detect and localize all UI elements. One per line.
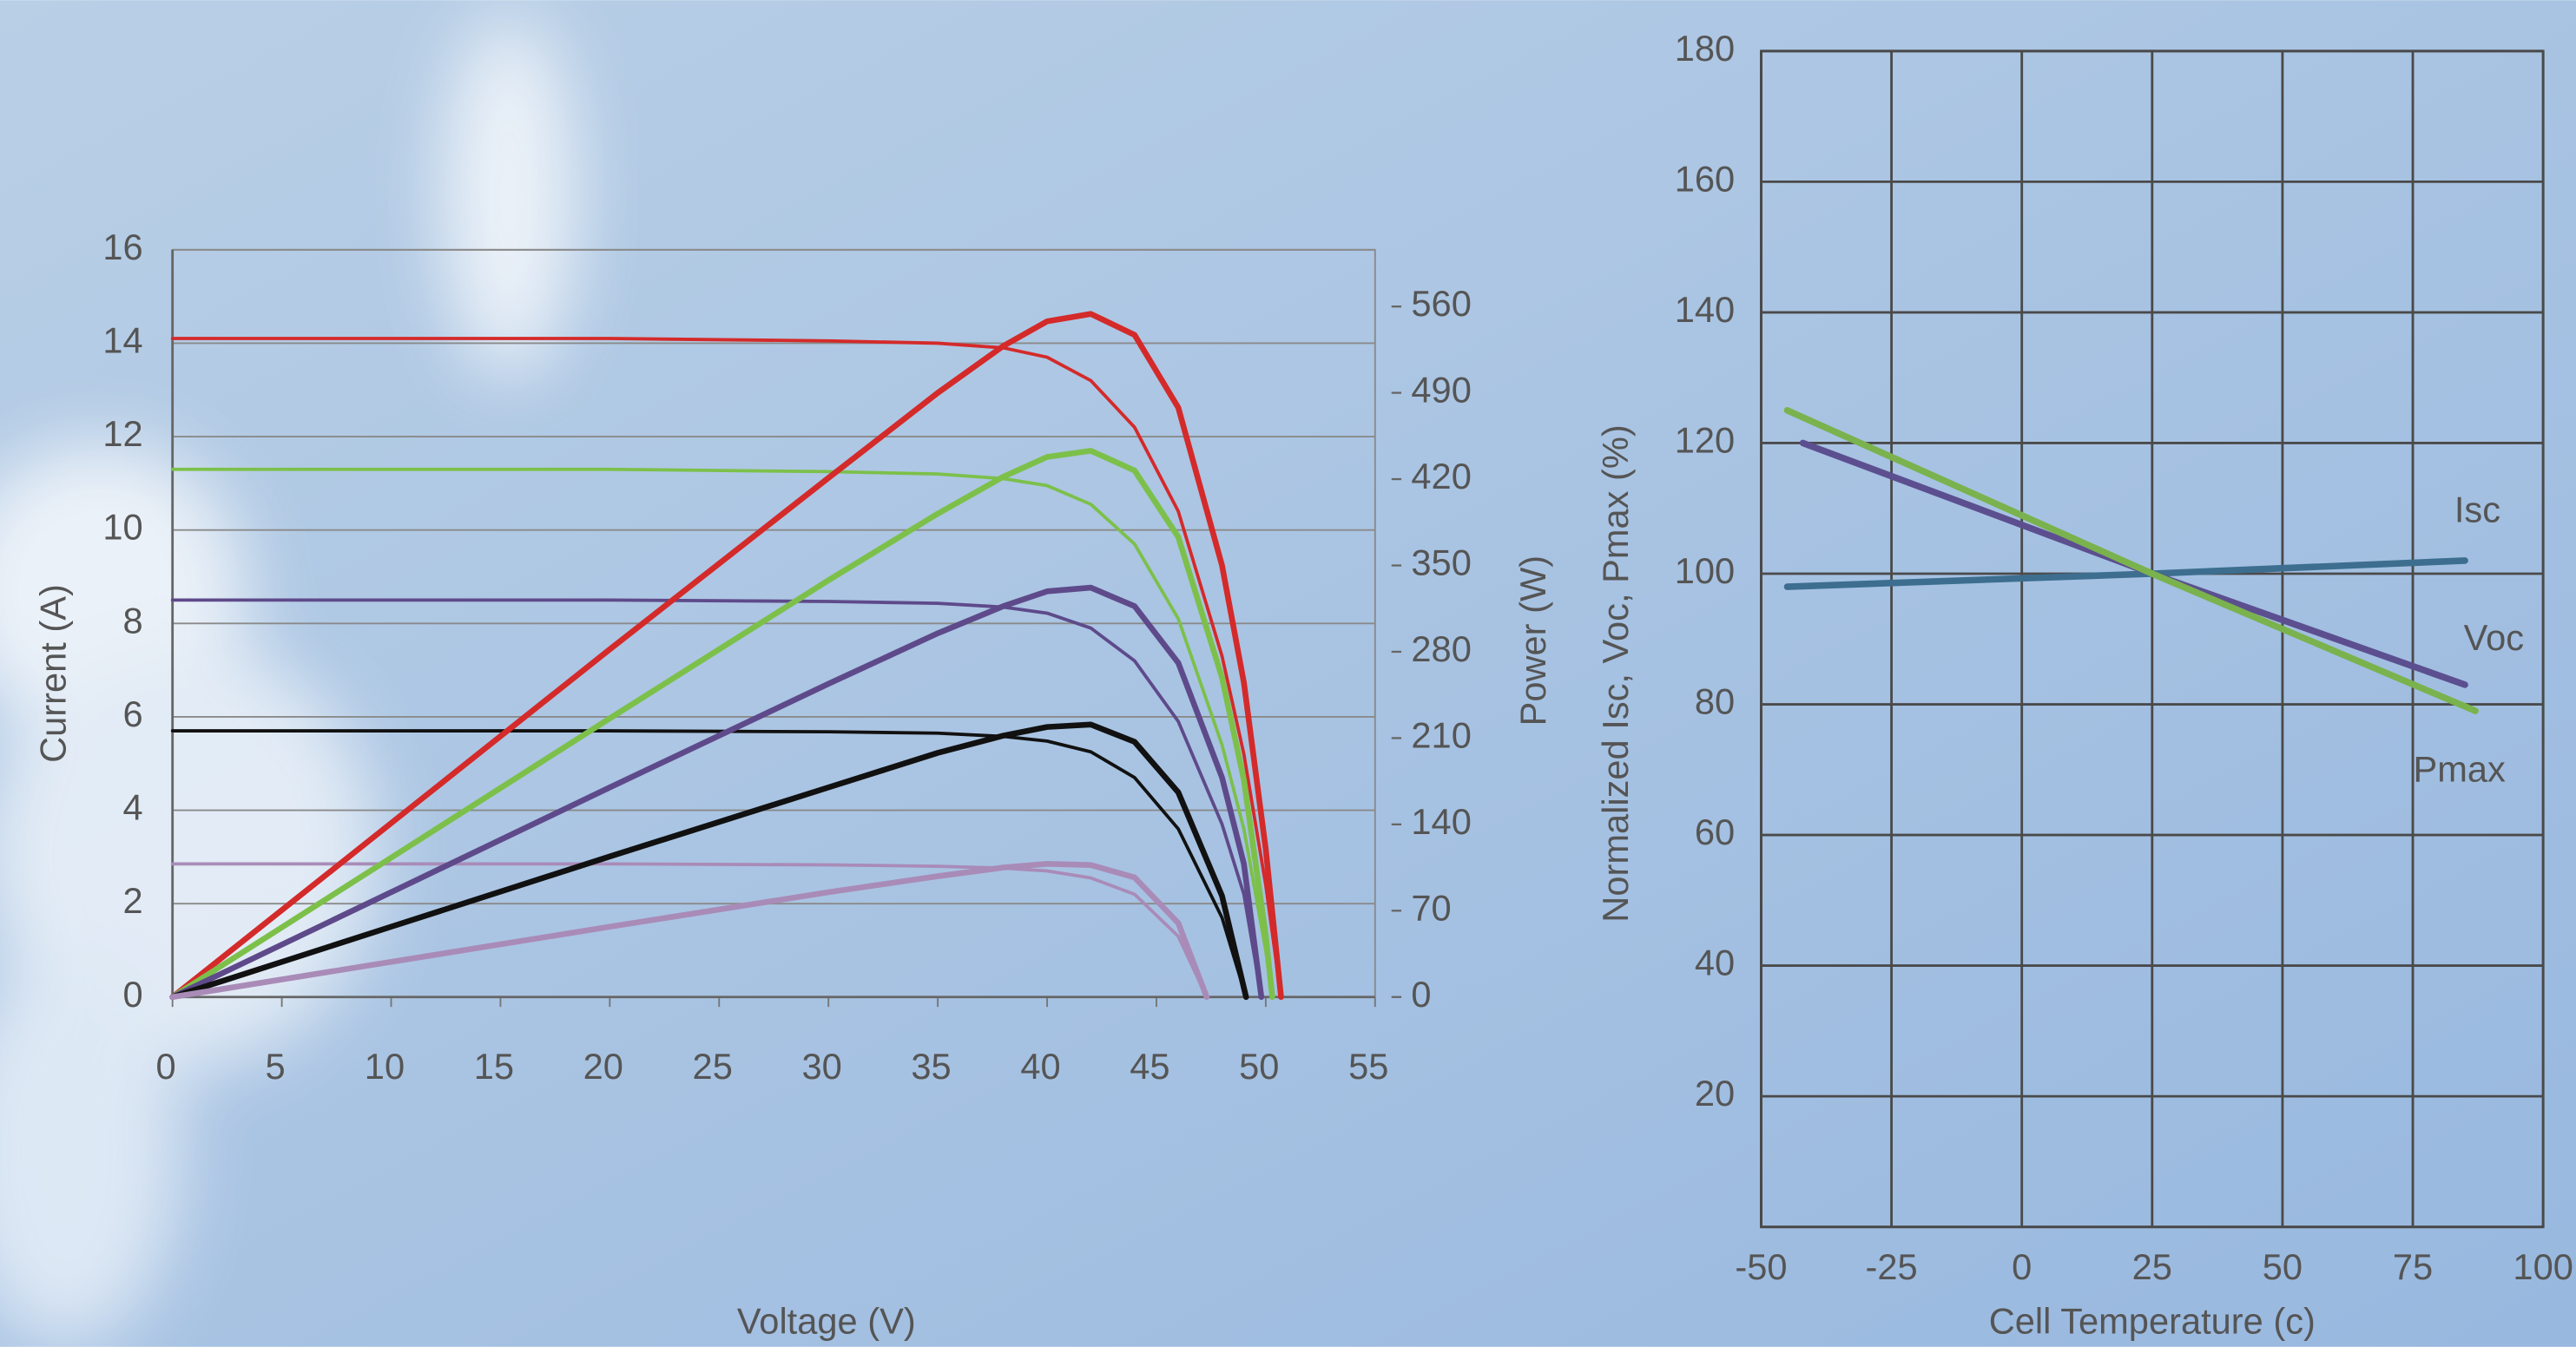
series-line: [169, 721, 1249, 1001]
y-tick-label: 160: [1675, 158, 1735, 199]
x-tick-label: 5: [265, 1046, 285, 1087]
series-label: Isc: [2454, 490, 2500, 530]
series-line: [1783, 407, 2479, 714]
y-tick-label: 12: [102, 413, 142, 454]
y2-tick-label: 560: [1411, 283, 1471, 324]
series-line: [170, 729, 1248, 999]
y-tick-label: 180: [1675, 28, 1735, 69]
x-tick-label: 40: [1020, 1046, 1060, 1087]
y-tick-label: 120: [1675, 419, 1735, 460]
series-line: [169, 448, 1275, 1001]
y-tick-label: 20: [1695, 1073, 1735, 1114]
y-tick-label: 6: [122, 693, 142, 734]
x-tick-label: 25: [693, 1046, 733, 1087]
y-tick-label: 14: [102, 319, 142, 360]
y-tick-label: 40: [1695, 943, 1735, 983]
series-line: [170, 598, 1263, 999]
series-line: [170, 337, 1283, 999]
x-tick-label: 45: [1130, 1046, 1169, 1087]
x-tick-label: -25: [1866, 1246, 1918, 1287]
y-tick-label: 4: [122, 787, 142, 828]
x-tick-label: 0: [156, 1046, 176, 1087]
series-line: [169, 861, 1210, 1001]
y-tick-label: 100: [1675, 550, 1735, 591]
y-tick-label: 0: [122, 974, 142, 1015]
y2-tick-label: 280: [1411, 628, 1471, 669]
series-line: [169, 584, 1265, 1001]
y2-tick-label: 490: [1411, 370, 1471, 411]
y-tick-label: 80: [1695, 681, 1735, 722]
x-tick-label: 15: [474, 1046, 514, 1087]
series-label: Voc: [2464, 617, 2524, 658]
y-axis-label: Normalized Isc, Voc, Pmax (%): [1595, 424, 1636, 922]
x-tick-label: 55: [1348, 1046, 1388, 1087]
series-line: [169, 311, 1284, 1001]
x-tick-label: 35: [911, 1046, 951, 1087]
y-tick-label: 10: [102, 507, 142, 548]
y-tick-label: 8: [122, 600, 142, 641]
series-line: [170, 467, 1275, 999]
x-axis-label: Cell Temperature (c): [1989, 1300, 2316, 1341]
x-tick-label: 10: [365, 1046, 405, 1087]
x-tick-label: 50: [2263, 1246, 2303, 1287]
x-tick-label: 100: [2513, 1246, 2573, 1287]
y-axis-label: Current (A): [32, 584, 73, 763]
y-tick-label: 140: [1675, 289, 1735, 330]
x-tick-label: 20: [583, 1046, 623, 1087]
y2-tick-label: 420: [1411, 456, 1471, 496]
x-tick-label: 50: [1239, 1046, 1279, 1087]
y-tick-label: 16: [102, 227, 142, 267]
y2-tick-label: 140: [1411, 801, 1471, 842]
y2-tick-label: 70: [1411, 887, 1451, 928]
y2-axis-label: Power (W): [1512, 555, 1553, 726]
y2-tick-label: 0: [1411, 974, 1431, 1015]
x-axis-label: Voltage (V): [737, 1300, 916, 1341]
x-tick-label: 75: [2393, 1246, 2433, 1287]
y-tick-label: 60: [1695, 811, 1735, 852]
y2-tick-label: 210: [1411, 714, 1471, 755]
x-tick-label: 25: [2132, 1246, 2172, 1287]
x-tick-label: -50: [1735, 1246, 1787, 1287]
x-tick-label: 0: [2012, 1246, 2032, 1287]
x-tick-label: 30: [801, 1046, 841, 1087]
y2-tick-label: 350: [1411, 542, 1471, 583]
y-tick-label: 2: [122, 880, 142, 921]
clouds: [0, 16, 576, 1347]
series-label: Pmax: [2413, 749, 2506, 790]
